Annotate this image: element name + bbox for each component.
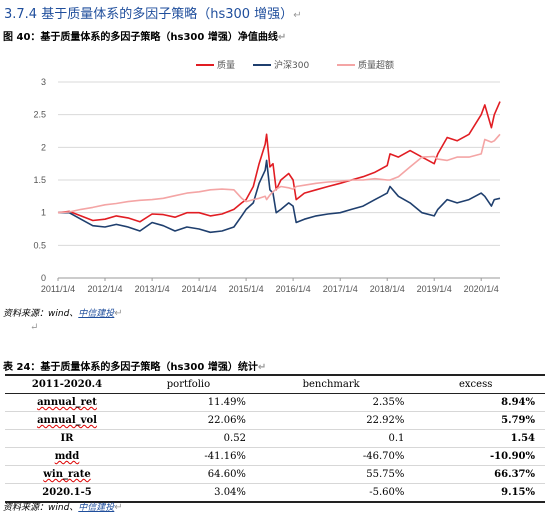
x-tick-label: 2015/1/4: [229, 284, 264, 294]
x-tick-label: 2018/1/4: [370, 284, 405, 294]
table-row: annual_ret 11.49% 2.35% 8.94%: [5, 393, 545, 412]
table-caption-text: 表 24：基于质量体系的多因子策略（hs300 增强）统计: [3, 362, 258, 373]
table-caption: 表 24：基于质量体系的多因子策略（hs300 增强）统计↵: [3, 358, 266, 373]
header-cell: 2011-2020.4: [5, 374, 129, 394]
header-cell: portfolio: [129, 374, 256, 394]
metric-name: 2020.1-5: [5, 483, 129, 503]
metric-name: annual_ret: [37, 397, 97, 408]
table-header-row: 2011-2020.4 portfolio benchmark excess: [5, 374, 545, 394]
x-tick-label: 2020/1/4: [464, 284, 499, 294]
table-row: IR 0.52 0.1 1.54: [5, 429, 545, 448]
source-prefix: 资料来源：wind、: [3, 309, 79, 319]
excess-cell: 5.79%: [414, 411, 545, 430]
chart-grid: [58, 81, 500, 279]
source-prefix: 资料来源：wind、: [3, 503, 79, 513]
benchmark-cell: -46.70%: [255, 447, 415, 466]
benchmark-cell: 22.92%: [255, 411, 415, 430]
y-tick-label: 3: [41, 77, 46, 87]
portfolio-cell: 64.60%: [129, 465, 256, 484]
portfolio-cell: -41.16%: [129, 447, 256, 466]
x-tick-label: 2011/1/4: [41, 284, 75, 294]
benchmark-cell: 55.75%: [255, 465, 415, 484]
portfolio-cell: 22.06%: [129, 411, 256, 430]
table-row: win_rate 64.60% 55.75% 66.37%: [5, 465, 545, 484]
x-tick-label: 2017/1/4: [323, 284, 358, 294]
excess-cell: 9.15%: [414, 483, 545, 503]
y-tick-label: 1: [41, 208, 46, 218]
y-tick-label: 0.5: [33, 240, 46, 250]
excess-cell: 66.37%: [414, 465, 545, 484]
chart-legend: 质量 沪深300 质量超额: [196, 59, 394, 71]
stats-table: 2011-2020.4 portfolio benchmark excess a…: [5, 374, 545, 503]
x-tick-label: 2019/1/4: [417, 284, 452, 294]
excess-cell: -10.90%: [414, 447, 545, 466]
return-mark: ↵: [114, 308, 123, 319]
return-mark: ↵: [277, 32, 287, 43]
x-tick-label: 2014/1/4: [182, 284, 217, 294]
chart-series: [57, 101, 501, 234]
source-note: 资料来源：wind、中信建投↵: [3, 306, 123, 319]
x-axis: 2011/1/4 2012/1/4 2013/1/4 2014/1/4 2015/1/4…: [41, 277, 500, 294]
table-row: mdd -41.16% -46.70% -10.90%: [5, 447, 545, 466]
x-tick-label: 2013/1/4: [135, 284, 170, 294]
y-tick-label: 1.5: [33, 175, 46, 185]
section-number: 3.7.4: [4, 7, 38, 22]
return-mark: ↵: [257, 362, 267, 373]
header-cell: excess: [414, 374, 545, 394]
source-note: 资料来源：wind、中信建投↵: [3, 500, 123, 513]
section-heading: 3.7.4 基于质量体系的多因子策略（hs300 增强）↵: [4, 3, 302, 22]
metric-name: mdd: [54, 451, 80, 462]
series-line-质量: [57, 101, 501, 223]
table-row: annual_vol 22.06% 22.92% 5.79%: [5, 411, 545, 430]
y-axis: 0 0.5 1 1.5 2 2.5 3: [33, 77, 46, 283]
legend-label: 沪深300: [274, 59, 309, 71]
benchmark-cell: 2.35%: [255, 393, 415, 412]
y-tick-label: 2: [41, 142, 46, 152]
portfolio-cell: 0.52: [129, 429, 256, 448]
return-mark: ↵: [30, 322, 39, 333]
nav-line-chart: 质量 沪深300 质量超额 0 0.5 1 1.5 2 2.5 3 2011/1/4 2012/1…: [33, 59, 501, 294]
metric-name: annual_vol: [37, 415, 97, 426]
x-tick-label: 2012/1/4: [87, 284, 122, 294]
benchmark-cell: -5.60%: [255, 483, 415, 503]
series-line-质量超额: [57, 133, 501, 214]
legend-label: 质量: [217, 59, 235, 71]
header-cell: benchmark: [255, 374, 415, 394]
figure-caption: 图 40：基于质量体系的多因子策略（hs300 增强）净值曲线↵: [3, 28, 286, 43]
series-line-沪深300: [58, 159, 501, 234]
source-link[interactable]: 中信建投: [78, 503, 115, 513]
y-tick-label: 2.5: [33, 110, 46, 120]
table-row: 2020.1-5 3.04% -5.60% 9.15%: [5, 483, 545, 503]
portfolio-cell: 3.04%: [129, 483, 256, 503]
x-tick-label: 2016/1/4: [276, 284, 311, 294]
return-mark: ↵: [293, 10, 302, 21]
figure-caption-text: 图 40：基于质量体系的多因子策略（hs300 增强）净值曲线: [3, 32, 278, 43]
benchmark-cell: 0.1: [255, 429, 415, 448]
y-tick-label: 0: [41, 273, 46, 283]
return-mark: ↵: [114, 502, 123, 513]
legend-label: 质量超额: [358, 59, 394, 71]
source-link[interactable]: 中信建投: [78, 309, 115, 319]
metric-name: IR: [5, 429, 129, 448]
section-title: 基于质量体系的多因子策略（hs300 增强）: [41, 7, 294, 22]
excess-cell: 8.94%: [414, 393, 545, 412]
portfolio-cell: 11.49%: [129, 393, 256, 412]
excess-cell: 1.54: [414, 429, 545, 448]
metric-name: win_rate: [43, 469, 91, 480]
